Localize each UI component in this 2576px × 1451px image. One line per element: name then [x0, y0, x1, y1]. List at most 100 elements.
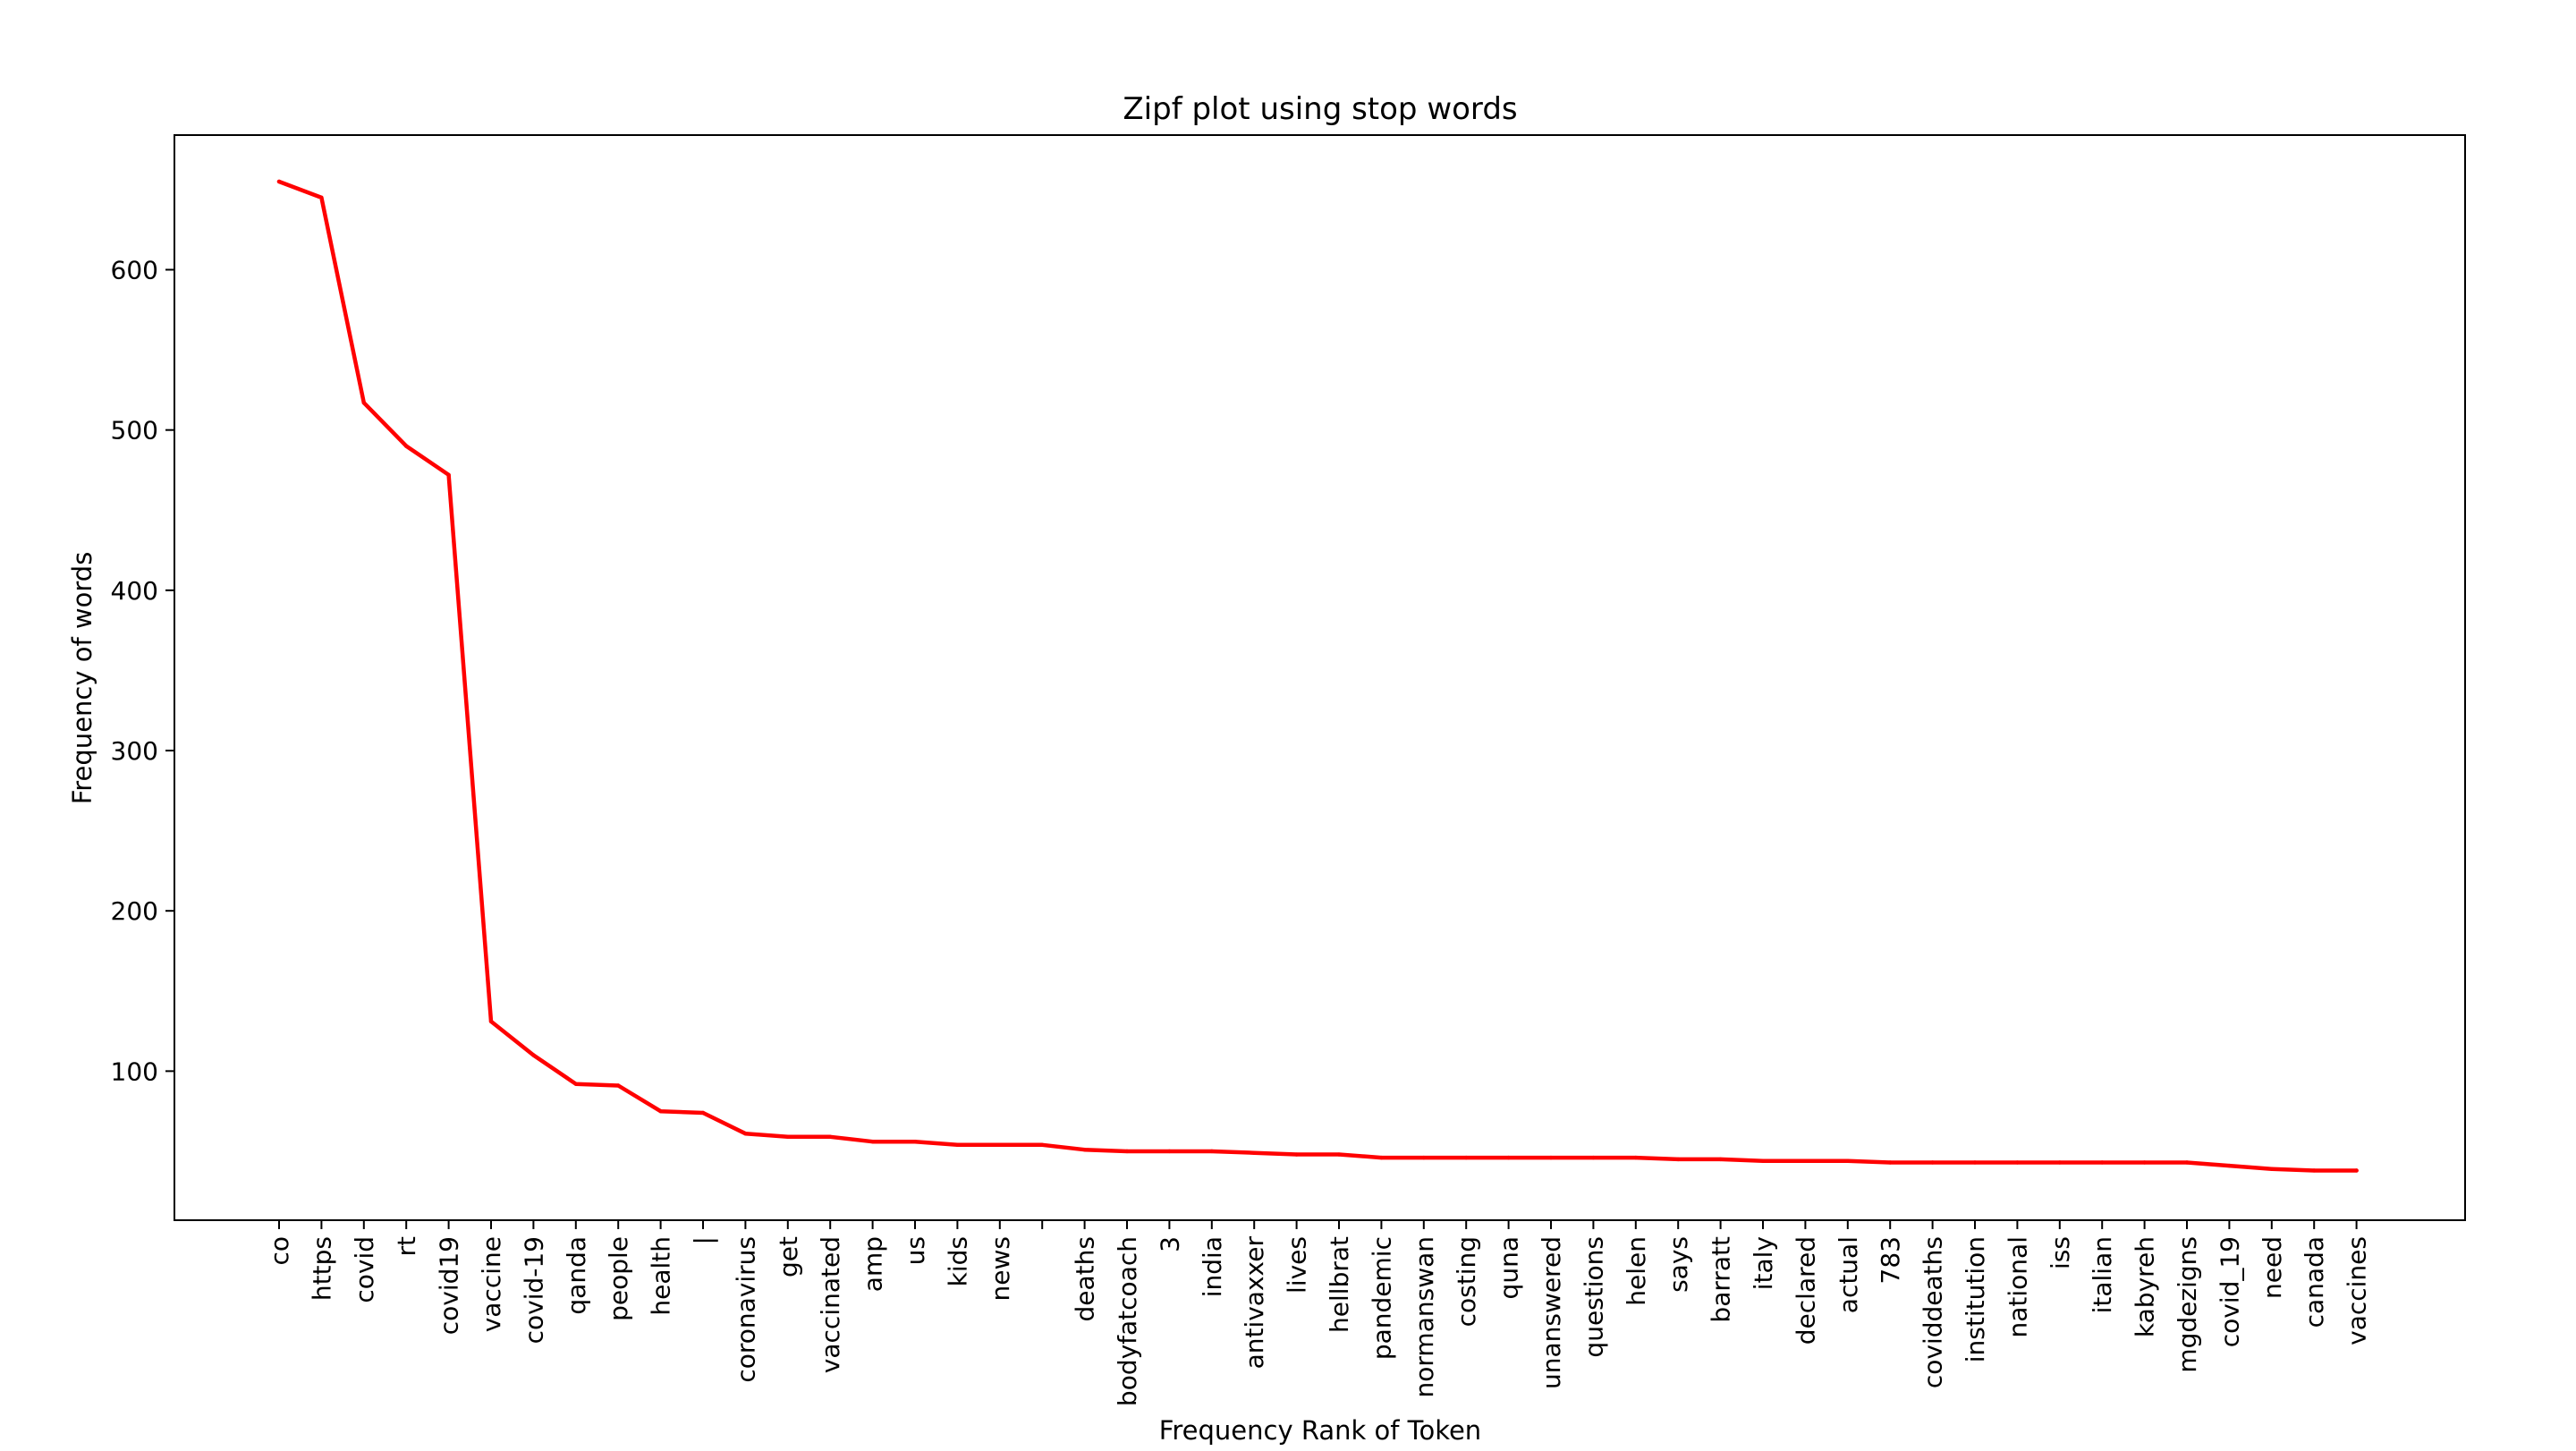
x-tick-label: news [986, 1236, 1015, 1301]
x-tick-label: vaccinated [816, 1236, 845, 1373]
x-tick-label: co [265, 1236, 294, 1266]
x-tick-label: kids [943, 1236, 972, 1286]
y-tick-label: 400 [111, 576, 158, 606]
y-axis: 100 200 300 400 500 600 [111, 256, 174, 1086]
x-tick-label: india [1198, 1236, 1227, 1297]
data-point [531, 1053, 536, 1057]
data-point [870, 1140, 875, 1144]
data-point [658, 1108, 663, 1114]
data-point [1591, 1155, 1596, 1160]
data-point [404, 444, 409, 448]
x-tick-label: need [2258, 1236, 2287, 1299]
x-tick-label: covid-19 [519, 1236, 548, 1344]
x-tick-label: kabyreh [2131, 1236, 2160, 1337]
data-point [1718, 1157, 1723, 1162]
data-point [616, 1083, 621, 1088]
y-tick-label: 100 [111, 1056, 158, 1086]
data-point [1633, 1155, 1639, 1160]
x-tick-label: covid19 [435, 1236, 464, 1335]
data-point [997, 1142, 1003, 1147]
x-tick-label: canada [2300, 1236, 2329, 1328]
x-tick-label: barratt [1707, 1236, 1736, 1323]
data-point [743, 1132, 748, 1136]
x-tick-label: pandemic [1367, 1236, 1396, 1360]
data-point [1464, 1155, 1469, 1160]
x-tick-label: us [901, 1236, 930, 1265]
data-point [2312, 1168, 2317, 1173]
y-tick-label: 300 [111, 736, 158, 766]
x-tick-label: quna [1495, 1236, 1524, 1299]
data-point [488, 1019, 494, 1024]
x-tick-label: actual [1834, 1236, 1863, 1313]
x-tick-label: national [2003, 1236, 2032, 1337]
x-tick-label: deaths [1071, 1236, 1100, 1321]
data-point [1124, 1149, 1130, 1154]
data-point [955, 1142, 960, 1147]
data-point [1209, 1149, 1215, 1154]
data-point [2057, 1160, 2062, 1165]
data-point [1040, 1142, 1045, 1147]
data-points [276, 179, 2359, 1173]
data-point [276, 179, 282, 184]
series-line [276, 179, 2359, 1173]
x-tick-label: lives [1283, 1236, 1312, 1294]
x-axis-label: Frequency Rank of Token [1159, 1415, 1481, 1446]
x-tick-label: says [1664, 1236, 1693, 1293]
data-point [1803, 1158, 1808, 1163]
data-point [446, 472, 451, 478]
x-tick-label: get [774, 1236, 803, 1277]
data-point [700, 1110, 706, 1116]
data-point [2227, 1163, 2232, 1168]
data-point [912, 1140, 918, 1144]
data-point [828, 1134, 833, 1140]
x-tick-label: costing [1452, 1236, 1481, 1327]
x-tick-label: coviddeaths [1919, 1236, 1948, 1388]
x-axis: co https covid rt covid19 vaccine covid-19 qand… [265, 1220, 2372, 1406]
x-tick-label: antivaxxer [1240, 1236, 1269, 1370]
x-tick-label: rt [392, 1236, 421, 1257]
data-point [2269, 1167, 2274, 1171]
data-point [2142, 1160, 2147, 1165]
data-point [1930, 1160, 1935, 1165]
data-point [1294, 1152, 1299, 1157]
x-tick-label: https [307, 1236, 336, 1301]
x-tick-label: questions [1579, 1236, 1608, 1358]
data-point [573, 1082, 578, 1086]
data-point [2184, 1160, 2190, 1165]
x-tick-label: helen [1622, 1236, 1651, 1306]
x-tick-label: covid_19 [2215, 1236, 2244, 1347]
y-tick-label: 600 [111, 256, 158, 285]
data-point [1379, 1155, 1384, 1160]
x-tick-label: institution [1961, 1236, 1990, 1362]
data-point [1676, 1157, 1681, 1162]
data-point [2100, 1160, 2105, 1165]
data-point [1506, 1155, 1511, 1160]
data-point [1082, 1147, 1087, 1152]
x-tick-label: normanswan [1410, 1236, 1439, 1397]
data-point [1845, 1158, 1850, 1163]
y-axis-label: Frequency of words [67, 552, 97, 805]
data-point [2354, 1168, 2359, 1173]
y-tick-label: 500 [111, 416, 158, 445]
data-point [1336, 1152, 1342, 1157]
data-point [361, 401, 366, 405]
data-point [1888, 1160, 1893, 1165]
x-tick-label: 783 [1876, 1236, 1905, 1284]
x-tick-label: covid [350, 1236, 379, 1303]
chart-title: Zipf plot using stop words [1123, 91, 1517, 127]
data-point [1252, 1150, 1257, 1155]
data-point [1421, 1155, 1427, 1160]
x-tick-label: vaccines [2343, 1236, 2372, 1345]
data-point [2015, 1160, 2020, 1165]
x-tick-label: people [604, 1236, 633, 1321]
x-tick-label: amp [859, 1236, 888, 1292]
data-point [1972, 1160, 1978, 1165]
x-tick-label: hellbrat [1325, 1236, 1354, 1333]
data-point [1760, 1158, 1766, 1163]
x-tick-label: health [647, 1236, 676, 1316]
x-tick-label: italy [1749, 1236, 1778, 1290]
x-tick-label: bodyfatcoach [1113, 1236, 1142, 1406]
x-tick-label: mgdezigns [2173, 1236, 2202, 1373]
